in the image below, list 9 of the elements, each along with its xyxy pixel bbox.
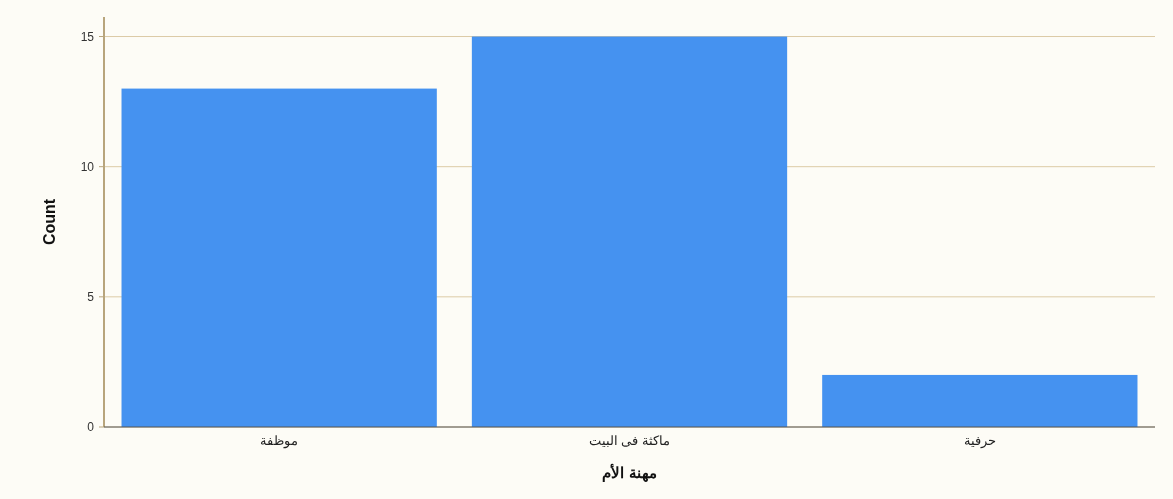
x-tick-label: موظفة: [260, 433, 299, 449]
y-tick-label: 10: [80, 159, 95, 174]
x-axis-title: مهنة الأم: [602, 463, 657, 482]
y-tick-label: 0: [87, 420, 95, 434]
x-tick-label: ماكثة فى البيت: [588, 433, 671, 448]
y-tick-label: 5: [87, 289, 95, 304]
y-tick-label: 15: [80, 29, 95, 44]
x-tick-label: حرفية: [963, 433, 996, 449]
y-axis-title: Count: [41, 198, 58, 246]
